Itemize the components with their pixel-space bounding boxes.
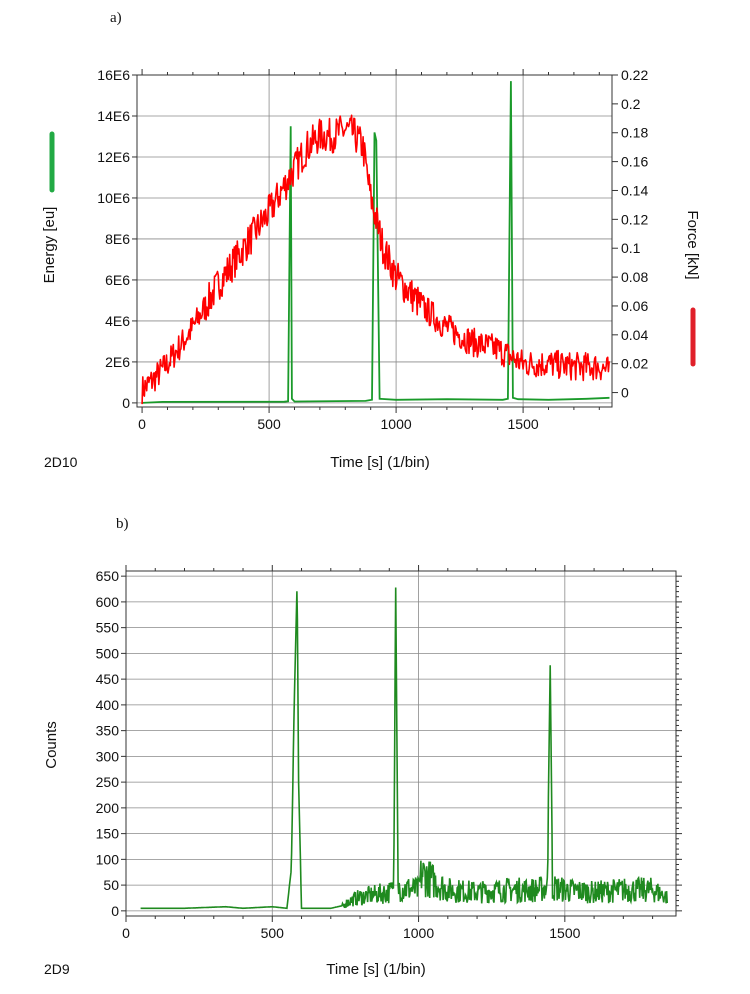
chart-b-y-tick-label: 150: [96, 826, 120, 842]
chart-b-y-tick-label: 400: [96, 697, 120, 713]
chart-a-y-right-tick-label: 0.06: [621, 298, 648, 314]
chart-a-force-line: [141, 114, 610, 405]
chart-a-y-right-tick-label: 0.2: [621, 96, 641, 112]
chart-b-panel-label: b): [116, 516, 129, 532]
chart-a-y-right-tick-label: 0.22: [621, 67, 648, 83]
chart-a-energy-series: [142, 81, 610, 404]
chart-a-y-left-tick-label: 14E6: [97, 108, 130, 124]
chart-b-y-tick-label: 500: [96, 645, 120, 661]
chart-a-y-left-tick-label: 16E6: [97, 67, 130, 83]
chart-a-y-right-tick-label: 0.12: [621, 211, 648, 227]
chart-a-energy-line: [142, 81, 610, 404]
chart-b-y-tick-label: 50: [103, 877, 119, 893]
chart-b-x-tick-label: 1000: [403, 925, 434, 941]
chart-a: a) 0 500 1000 1500 0 2E6 4E6 6E6 8E6 10E6 12E6 14E…: [41, 10, 701, 471]
chart-a-x-tick-label: 1500: [508, 416, 539, 432]
chart-a-plot-frame: [136, 74, 613, 408]
chart-b-right-minor-ticks: [676, 575, 682, 912]
chart-a-y-left-tick-label: 6E6: [105, 272, 130, 288]
chart-a-y-right-axis-title: Force [kN]: [684, 210, 701, 279]
chart-b-y-tick-label: 200: [96, 800, 120, 816]
chart-a-force-series: [141, 114, 610, 405]
chart-b-x-axis: 0 500 1000 1500: [122, 565, 654, 941]
chart-a-y-left-axis-title: Energy [eu]: [41, 207, 58, 284]
chart-b-y-tick-label: 350: [96, 723, 120, 739]
chart-b-grid: [126, 571, 676, 916]
chart-a-y-left-tick-label: 0: [122, 395, 130, 411]
chart-a-y-right-axis: 0 0.02 0.04 0.06 0.08 0.1 0.12 0.14 0.16 0.18 0.2 0…: [612, 67, 648, 401]
chart-a-id-label: 2D10: [44, 454, 78, 470]
chart-b-y-tick-label: 550: [96, 620, 120, 636]
chart-b-id-label: 2D9: [44, 961, 70, 977]
chart-b-y-tick-label: 300: [96, 748, 120, 764]
chart-a-y-right-tick-label: 0.02: [621, 356, 648, 372]
chart-b-counts-line: [140, 587, 668, 910]
chart-a-grid: [137, 74, 612, 407]
chart-b-y-tick-label: 0: [111, 903, 119, 919]
chart-a-y-right-tick-label: 0.08: [621, 269, 648, 285]
chart-b-y-axis-title: Counts: [43, 721, 60, 769]
chart-a-y-left-axis: 0 2E6 4E6 6E6 8E6 10E6 12E6 14E6 16E6: [97, 67, 137, 411]
chart-a-x-axis-title: Time [s] (1/bin): [330, 454, 429, 471]
chart-b-y-tick-label: 100: [96, 851, 120, 867]
chart-b-counts-series: [140, 587, 668, 910]
chart-b-x-tick-label: 500: [261, 925, 285, 941]
chart-b-plot-frame: [125, 570, 677, 917]
chart-a-y-right-tick-label: 0.18: [621, 125, 648, 141]
chart-b-y-axis: 0 50 100 150 200 250 300 350 400 450 500 550 600 650: [96, 568, 126, 919]
chart-b-y-tick-label: 450: [96, 671, 120, 687]
chart-a-y-right-tick-label: 0.16: [621, 154, 648, 170]
chart-a-y-right-tick-label: 0.1: [621, 240, 641, 256]
chart-a-x-tick-label: 500: [257, 416, 281, 432]
chart-a-panel-label: a): [110, 10, 122, 26]
chart-b-y-tick-label: 650: [96, 568, 120, 584]
chart-b-y-tick-label: 250: [96, 774, 120, 790]
chart-a-y-left-tick-label: 2E6: [105, 354, 130, 370]
chart-a-y-right-tick-label: 0.14: [621, 182, 648, 198]
chart-b-y-tick-label: 600: [96, 594, 120, 610]
chart-b-x-axis-title: Time [s] (1/bin): [326, 961, 425, 978]
chart-a-y-right-tick-label: 0.04: [621, 327, 648, 343]
chart-a-y-left-tick-label: 12E6: [97, 149, 130, 165]
chart-a-x-axis: 0 500 1000 1500: [138, 69, 600, 432]
chart-a-x-tick-label: 1000: [381, 416, 412, 432]
chart-a-y-left-tick-label: 4E6: [105, 313, 130, 329]
chart-b-x-tick-label: 0: [122, 925, 130, 941]
chart-a-y-right-tick-label: 0: [621, 385, 629, 401]
chart-b: b) 0 500 1000 1500 0 50 100 150 200 250 300 350 400…: [43, 516, 682, 978]
chart-a-x-tick-label: 0: [138, 416, 146, 432]
chart-a-y-left-tick-label: 8E6: [105, 231, 130, 247]
chart-a-y-left-tick-label: 10E6: [97, 190, 130, 206]
chart-b-x-tick-label: 1500: [549, 925, 580, 941]
